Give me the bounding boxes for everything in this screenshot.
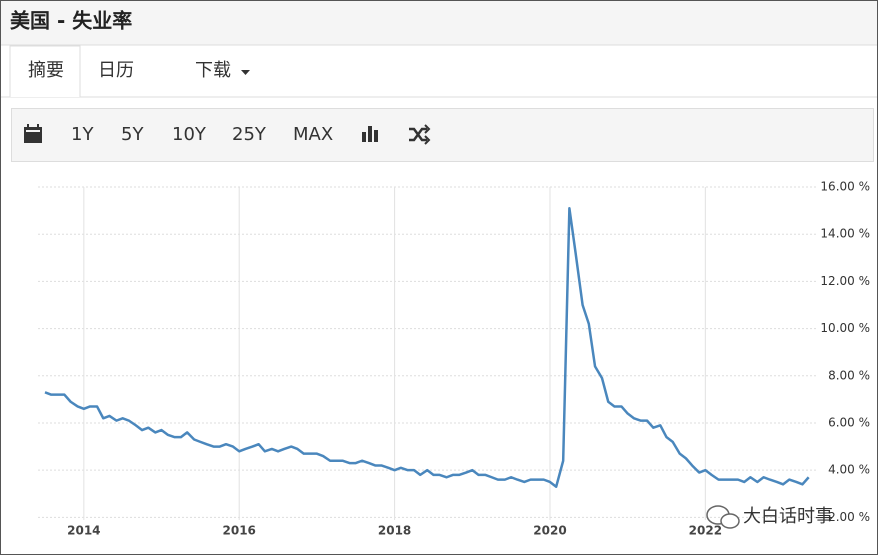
x-tick-label: 2020 xyxy=(533,524,566,538)
y-tick-label: 10.00 % xyxy=(820,321,870,335)
y-tick-label: 12.00 % xyxy=(820,274,870,288)
page-title: 美国 - 失业率 xyxy=(10,9,132,33)
watermark: 大白话时事 xyxy=(706,505,833,529)
title-bar xyxy=(1,1,877,45)
toolbar xyxy=(11,108,874,162)
tab[interactable]: 日历 xyxy=(98,60,134,81)
x-tick-label: 2016 xyxy=(223,524,256,538)
watermark-text: 大白话时事 xyxy=(743,506,833,527)
x-tick-label: 2022 xyxy=(689,524,722,538)
y-tick-label: 16.00 % xyxy=(820,180,870,194)
y-tick-label: 4.00 % xyxy=(828,463,870,477)
y-tick-label: 2.00 % xyxy=(828,510,870,524)
x-tick-label: 2014 xyxy=(67,524,100,538)
x-tick-label: 2018 xyxy=(378,524,411,538)
active-tab xyxy=(9,45,81,97)
y-tick-label: 6.00 % xyxy=(828,415,870,429)
line xyxy=(44,206,810,488)
bar-chart-icon[interactable] xyxy=(362,126,378,142)
tab[interactable]: 下载 xyxy=(195,60,231,81)
dropdown-caret[interactable] xyxy=(241,70,250,75)
range-button[interactable]: 5Y xyxy=(121,124,144,145)
y-tick-label: 14.00 % xyxy=(820,227,870,241)
plot: 2.00 % 4.00 % 6.00 % 8.00 % 10.00 % 12.00 % 14… xyxy=(38,180,870,538)
shuffle-icon[interactable] xyxy=(409,124,431,145)
tab[interactable]: 摘要 xyxy=(28,60,64,81)
range-button[interactable]: MAX xyxy=(293,124,333,145)
y-tick-label: 8.00 % xyxy=(828,368,870,382)
range-button[interactable]: 25Y xyxy=(232,124,267,145)
range-button[interactable]: 1Y xyxy=(71,124,94,145)
wechat-icon xyxy=(720,513,740,529)
calendar-icon[interactable] xyxy=(24,124,42,143)
range-button[interactable]: 10Y xyxy=(172,124,207,145)
